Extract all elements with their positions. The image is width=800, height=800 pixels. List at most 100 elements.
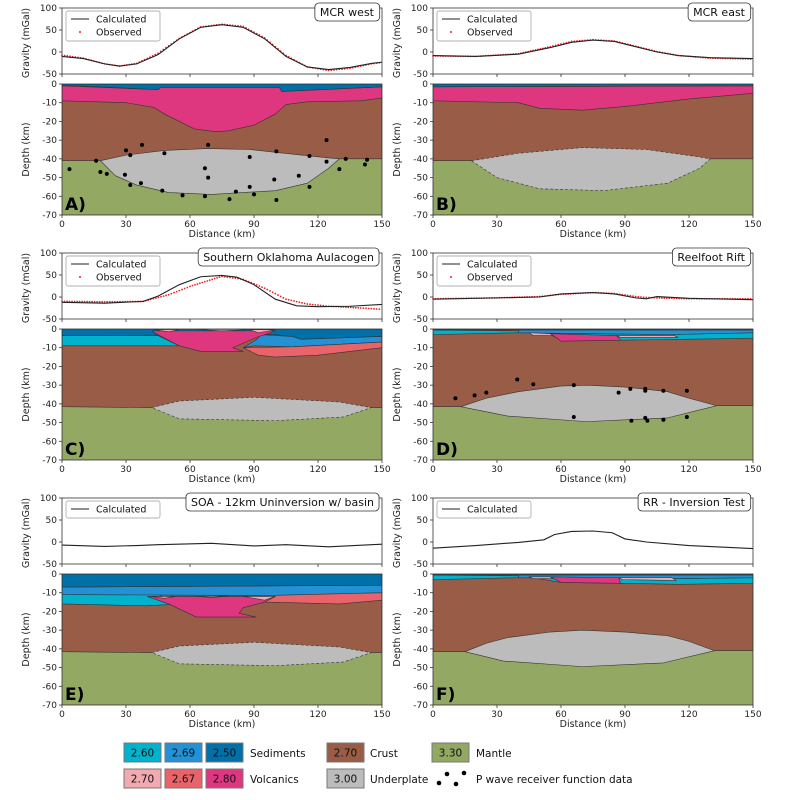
observed-point [293, 300, 295, 302]
observed-point [154, 297, 157, 299]
calculated-line [61, 542, 383, 548]
observed-point [365, 307, 367, 310]
observed-point [373, 307, 375, 310]
receiver-point [206, 175, 211, 180]
x-tick-label: 90 [248, 220, 260, 230]
receiver-point [571, 383, 576, 388]
underplate-swatch [326, 768, 365, 789]
receiver-point [104, 171, 109, 176]
observed-point [101, 300, 104, 303]
y-tick-label: 50 [46, 516, 58, 526]
panel-title: MCR west [314, 2, 381, 22]
receiver-point [124, 148, 128, 153]
x-axis-label: Distance (km) [189, 474, 256, 485]
gravity-legend: Calculated [436, 500, 532, 519]
y-tick-label: -30 [42, 136, 57, 146]
legend-frame [436, 10, 532, 42]
layer-v280 [147, 596, 276, 618]
x-tick-label: 150 [744, 710, 761, 720]
y-tick-label: -70 [42, 211, 57, 221]
layer-v270 [528, 332, 553, 336]
legend-calculated-label: Calculated [467, 15, 517, 26]
y-tick-label: -30 [42, 381, 57, 391]
receiver-point [307, 184, 312, 189]
density-legend: 2.60 2.69 2.50 Sediments 2.70 2.67 2.80 Volcani… [123, 742, 633, 789]
crust-swatch [326, 742, 365, 763]
observed-point [167, 293, 170, 296]
panel-title: RR - Inversion Test [637, 492, 752, 512]
observed-point [191, 284, 194, 287]
observed-point [282, 296, 285, 299]
y-tick-label: -70 [42, 456, 57, 466]
y-tick-label: 0 [51, 325, 57, 335]
model-layers [433, 329, 753, 460]
receiver-point [160, 188, 165, 193]
observed-point [349, 306, 352, 309]
volcanic-2.70-swatch [123, 768, 162, 789]
gravity-axis-label: Gravity (mGal) [392, 498, 403, 568]
observed-point [640, 296, 642, 298]
observed-point [83, 300, 86, 303]
panel-label: E) [65, 685, 84, 705]
observed-point [96, 300, 99, 303]
depth-section: 0-10-20-30-40-50-60-700 30 60 90 120 150Dista… [392, 80, 762, 240]
sediment-2.50-swatch [205, 742, 244, 763]
observed-point [211, 278, 214, 281]
y-tick-label: -50 [413, 664, 428, 674]
gravity-plot: 100 50 0 -50 Gravity (mGal) Calculated Observe… [21, 247, 383, 325]
receiver-point [472, 393, 477, 398]
receiver-point [162, 151, 167, 156]
layer-v270 [618, 577, 677, 581]
gravity-legend: Calculated [65, 500, 161, 519]
y-tick-label: -70 [413, 456, 428, 466]
depth-axes-frame [432, 573, 754, 706]
depth-axis-label: Depth (km) [21, 612, 32, 666]
y-tick-label: -40 [413, 645, 428, 655]
x-tick-label: 90 [619, 465, 631, 475]
calculated-line [61, 24, 383, 71]
y-tick-label: -10 [42, 99, 57, 109]
y-tick-label: -40 [413, 155, 428, 165]
y-tick-label: 0 [51, 570, 57, 580]
gravity-plot: 100 50 0 -50 Gravity (mGal) Calculated RR - In… [392, 492, 754, 570]
observed-point [186, 286, 189, 289]
model-layers [62, 329, 382, 460]
y-tick-label: -20 [413, 607, 428, 617]
x-tick-label: 0 [430, 710, 436, 720]
receiver-point [628, 386, 633, 391]
x-tick-label: 0 [430, 465, 436, 475]
x-tick-label: 60 [184, 710, 196, 720]
gravity-axis-label: Gravity (mGal) [21, 498, 32, 568]
depth-section: 0-10-20-30-40-50-60-700 30 60 90 120 150Dista… [21, 80, 391, 240]
receiver-point [684, 414, 689, 419]
y-tick-label: -30 [413, 626, 428, 636]
y-tick-label: -50 [413, 560, 428, 570]
observed-point [218, 276, 221, 278]
y-tick-label: 50 [46, 271, 58, 281]
x-tick-label: 150 [744, 465, 761, 475]
legend-observed-swatch [79, 31, 81, 33]
observed-point [658, 297, 661, 299]
sediment-2.50-density: 2.50 [213, 748, 236, 760]
y-tick-label: -50 [413, 174, 428, 184]
x-tick-label: 120 [309, 220, 326, 230]
crust-density: 2.70 [334, 748, 357, 760]
y-tick-label: -40 [42, 645, 57, 655]
observed-point [194, 283, 196, 286]
depth-section: 0-10-20-30-40-50-60-700 30 60 90 120 150Dista… [392, 325, 762, 485]
panel-title-text: MCR east [693, 6, 746, 19]
legend-observed-swatch [450, 31, 452, 33]
observed-point [201, 281, 204, 284]
gravity-plot: 100 50 0 -50 Gravity (mGal) Calculated Observe… [392, 2, 754, 80]
volcanic-2.67-swatch [164, 768, 203, 789]
legend-frame [65, 500, 161, 519]
receiver-point [661, 388, 666, 393]
gravity-legend: Calculated Observed [436, 10, 532, 42]
receiver-point [138, 181, 143, 186]
underplate-density: 3.00 [334, 774, 357, 786]
observed-point [266, 288, 269, 291]
layer-v280 [151, 330, 276, 352]
x-tick-label: 60 [555, 465, 567, 475]
legend-calculated-label: Calculated [96, 15, 146, 26]
